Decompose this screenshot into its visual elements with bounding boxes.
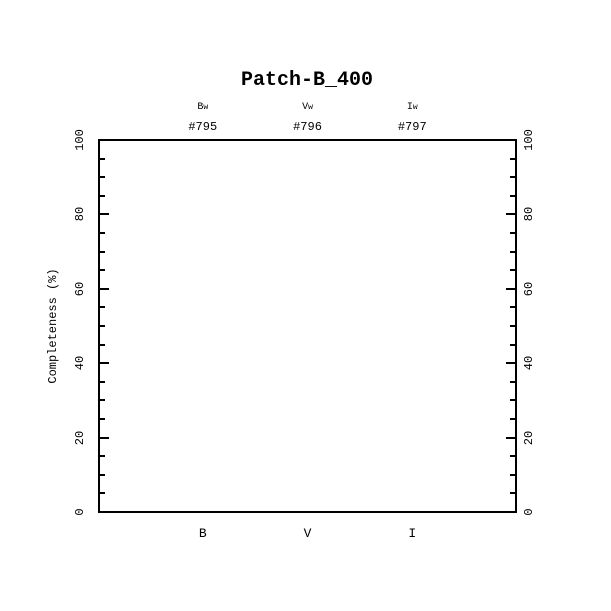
filter-subscript: w	[203, 103, 209, 112]
y-minor-tick-right	[510, 399, 515, 402]
y-minor-tick-right	[510, 232, 515, 234]
top-filter-label: Vw	[302, 103, 313, 113]
y-minor-tick-right	[510, 250, 515, 253]
y-minor-tick-right	[510, 176, 515, 179]
y-minor-tick-right	[510, 492, 515, 495]
filter-subscript: w	[412, 103, 418, 112]
x-axis-category-label: I	[408, 526, 417, 541]
y-minor-tick-right	[510, 343, 515, 346]
y-tick-label-right: 80	[522, 207, 536, 222]
y-minor-tick-right	[510, 455, 515, 458]
y-minor-tick-right	[510, 194, 515, 197]
top-frame-id-label: #797	[397, 120, 427, 134]
x-axis-category-label: B	[198, 526, 207, 541]
y-minor-tick-left	[100, 232, 105, 234]
y-minor-tick-left	[100, 250, 105, 253]
y-tick-label-left: 0	[73, 508, 87, 516]
top-filter-label: Iw	[407, 103, 418, 113]
y-tick-label-right: 0	[522, 508, 536, 516]
y-major-tick-right	[506, 436, 515, 439]
y-minor-tick-right	[510, 157, 515, 160]
chart-title: Patch-B_400	[240, 69, 374, 92]
y-minor-tick-right	[510, 380, 515, 383]
y-minor-tick-left	[100, 269, 105, 272]
y-major-tick-left	[100, 362, 109, 365]
y-minor-tick-left	[100, 325, 105, 327]
y-tick-label-left: 60	[73, 281, 87, 296]
y-tick-label-right: 40	[522, 355, 536, 371]
y-minor-tick-left	[100, 399, 105, 402]
y-minor-tick-left	[100, 492, 105, 495]
y-minor-tick-left	[100, 194, 105, 197]
top-frame-id-label: #796	[293, 120, 322, 134]
y-minor-tick-left	[100, 343, 105, 346]
y-minor-tick-left	[100, 473, 105, 476]
y-tick-label-left: 80	[73, 207, 87, 222]
y-tick-label-left: 40	[73, 355, 87, 371]
y-major-tick-right	[506, 362, 515, 365]
x-axis-category-label: V	[303, 526, 312, 541]
y-minor-tick-left	[100, 380, 105, 383]
y-minor-tick-right	[510, 473, 515, 476]
top-filter-label: Bw	[197, 103, 208, 113]
y-minor-tick-left	[100, 157, 105, 160]
y-major-tick-left	[100, 436, 109, 439]
filter-base: V	[302, 102, 309, 113]
y-minor-tick-right	[510, 418, 515, 420]
y-major-tick-left	[100, 213, 109, 216]
y-axis-title: Completeness (%)	[46, 268, 60, 384]
y-tick-label-right: 60	[522, 281, 536, 296]
filter-subscript: w	[308, 103, 313, 112]
y-tick-label-left: 100	[73, 129, 87, 151]
y-major-tick-left	[100, 287, 109, 290]
plot-area-frame	[98, 139, 517, 513]
y-minor-tick-left	[100, 418, 105, 420]
y-tick-label-left: 20	[73, 430, 87, 445]
y-tick-label-right: 20	[522, 430, 536, 445]
y-major-tick-right	[506, 287, 515, 290]
y-minor-tick-left	[100, 176, 105, 179]
top-frame-id-label: #795	[188, 120, 218, 134]
filter-base: I	[406, 102, 413, 113]
y-minor-tick-right	[510, 269, 515, 272]
filter-base: B	[197, 102, 204, 113]
y-minor-tick-right	[510, 325, 515, 327]
y-major-tick-right	[506, 213, 515, 216]
y-tick-label-right: 100	[522, 129, 536, 151]
y-minor-tick-left	[100, 306, 105, 309]
y-minor-tick-right	[510, 306, 515, 309]
y-minor-tick-left	[100, 455, 105, 458]
